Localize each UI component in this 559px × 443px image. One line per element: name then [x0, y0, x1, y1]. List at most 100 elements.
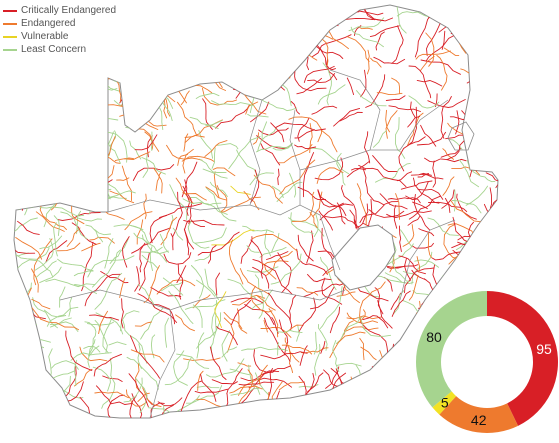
river-segment: [31, 128, 61, 137]
river-segment: [478, 274, 498, 288]
river-segment: [116, 177, 130, 181]
river-segment: [137, 343, 142, 369]
river-segment: [250, 239, 264, 279]
river-segment: [264, 317, 291, 362]
river-segment: [307, 147, 350, 175]
river-segment: [186, 20, 207, 29]
river-segment: [92, 249, 121, 288]
river-segment: [425, 33, 457, 62]
river-segment: [467, 5, 485, 14]
river-segment: [143, 265, 160, 304]
river-segment: [31, 298, 51, 310]
river-segment: [66, 227, 81, 247]
river-segment: [216, 185, 228, 212]
river-segment: [328, 30, 349, 50]
river-segment: [303, 65, 335, 83]
river-segment: [420, 59, 461, 75]
river-segment: [379, 350, 394, 389]
river-segment: [494, 142, 498, 160]
river-segment: [474, 380, 498, 397]
river-segment: [164, 356, 192, 386]
river-segment: [133, 232, 168, 263]
river-segment: [271, 232, 280, 253]
river-segment: [427, 99, 466, 108]
river-segment: [85, 153, 97, 165]
river-segment: [214, 291, 227, 328]
river-segment: [33, 411, 53, 418]
river-segment: [245, 19, 280, 47]
river-segment: [123, 377, 143, 403]
river-segment: [314, 157, 344, 181]
river-segment: [93, 353, 122, 377]
river-segment: [276, 181, 303, 203]
river-segment: [442, 176, 455, 196]
river-segment: [339, 111, 363, 122]
river-segment: [105, 131, 128, 163]
river-segment: [55, 147, 71, 160]
river-segment: [123, 151, 151, 160]
river-segment: [175, 314, 195, 332]
river-segment: [227, 278, 257, 299]
river-segment: [182, 198, 222, 206]
river-segment: [375, 377, 407, 402]
river-segment: [56, 242, 81, 252]
river-segment: [158, 105, 164, 131]
river-segment: [94, 229, 112, 236]
river-segment: [317, 324, 328, 351]
river-segment: [55, 102, 89, 137]
river-segment: [490, 141, 498, 178]
river-segment: [23, 341, 34, 372]
river-segment: [134, 51, 157, 77]
river-segment: [139, 5, 143, 34]
river-segment: [36, 118, 46, 162]
river-segment: [216, 326, 238, 346]
legend: Critically Endangered Endangered Vulnera…: [3, 4, 116, 56]
river-segment: [160, 216, 178, 246]
river-segment: [196, 279, 216, 297]
river-segment: [50, 125, 84, 165]
river-segment: [29, 155, 58, 159]
river-segment: [183, 33, 219, 54]
river-segment: [311, 105, 338, 115]
river-segment: [205, 186, 227, 201]
river-segment: [198, 6, 223, 31]
donut-slice-critically-endangered: [487, 291, 559, 426]
river-segment: [290, 212, 314, 235]
river-segment: [70, 352, 112, 361]
river-segment: [479, 342, 498, 368]
river-segment: [478, 327, 488, 355]
river-segment: [68, 139, 92, 161]
river-segment: [71, 203, 85, 225]
river-segment: [359, 309, 366, 323]
river-segment: [120, 298, 124, 329]
river-segment: [357, 316, 392, 337]
river-segment: [278, 319, 289, 356]
river-segment: [16, 259, 53, 277]
river-segment: [238, 381, 275, 386]
river-segment: [471, 237, 485, 256]
legend-label: Critically Endangered: [21, 5, 117, 16]
river-segment: [340, 326, 379, 341]
river-segment: [495, 176, 498, 189]
river-segment: [189, 116, 223, 126]
river-segment: [261, 262, 277, 280]
legend-label: Vulnerable: [21, 31, 69, 42]
river-segment: [202, 168, 228, 179]
river-segment: [240, 370, 280, 382]
river-segment: [386, 210, 432, 218]
river-segment: [391, 242, 411, 283]
river-segment: [220, 17, 258, 33]
river-segment: [319, 285, 343, 329]
boundary-line: [249, 99, 263, 206]
river-segment: [307, 372, 324, 393]
river-segment: [306, 230, 314, 264]
river-segment: [84, 321, 97, 357]
river-segment: [487, 245, 498, 274]
river-segment: [350, 376, 355, 403]
river-segment: [190, 265, 205, 299]
river-segment: [200, 373, 217, 402]
river-segment: [252, 132, 259, 145]
river-segment: [260, 143, 281, 166]
river-segment: [376, 364, 394, 379]
river-segment: [264, 79, 282, 83]
